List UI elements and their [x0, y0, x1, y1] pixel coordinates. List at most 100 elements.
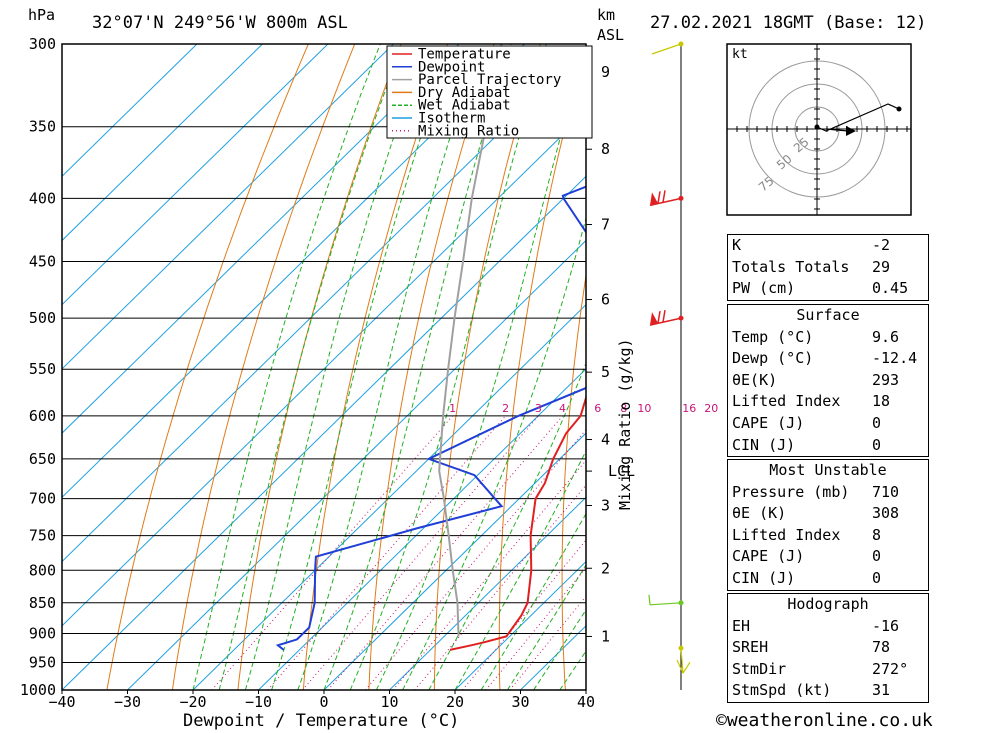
x-tick-label: 20	[446, 693, 464, 711]
table-row: Totals Totals 29	[732, 257, 891, 276]
isotherm-line	[127, 239, 586, 690]
table-row: SREH 78	[732, 638, 891, 657]
table-row: θE (K) 308	[732, 504, 900, 523]
wind-barb	[648, 594, 684, 606]
wet-adiabat-line	[428, 361, 586, 690]
table-row: K -2	[732, 236, 891, 254]
km-tick-label: 4	[601, 431, 610, 449]
isotherm-line	[62, 44, 394, 370]
pressure-tick-label: 400	[29, 189, 56, 207]
storm-motion-arrow	[846, 126, 856, 136]
legend-box	[386, 45, 593, 139]
isotherm-line	[389, 496, 586, 690]
surface-title: Surface	[796, 306, 860, 324]
table-row: CIN (J) 0	[732, 568, 882, 587]
temperature-profile	[449, 393, 586, 651]
km-tick-label: 7	[601, 216, 610, 234]
table-row: CAPE (J) 0	[732, 547, 882, 566]
isotherm-line	[454, 560, 586, 690]
wet-adiabat-line	[454, 449, 586, 690]
km-tick-label: 3	[601, 496, 610, 514]
isotherm-line	[62, 44, 198, 177]
x-tick-label: −10	[245, 693, 272, 711]
isotherm-line	[62, 44, 263, 242]
mixing-ratio-label: 6	[594, 402, 601, 415]
km-tick-label: 9	[601, 63, 610, 81]
svg-text:Temperature: Temperature	[418, 47, 511, 63]
x-tick-label: −30	[114, 693, 141, 711]
km-tick-label: 8	[601, 140, 610, 158]
asl-label: ASL	[597, 26, 624, 44]
table-row: CAPE (J) 0	[732, 413, 882, 432]
wind-barb	[651, 41, 684, 55]
svg-text:Wet Adiabat: Wet Adiabat	[418, 98, 511, 114]
hpa-label: hPa	[28, 6, 55, 24]
mixing-ratio-line	[414, 484, 586, 690]
mixing-ratio-label: 16	[682, 402, 696, 415]
x-tick-label: −20	[179, 693, 206, 711]
pressure-tick-label: 900	[29, 624, 56, 642]
table-row: StmSpd (kt) 31	[732, 681, 891, 700]
x-tick-label: 40	[577, 693, 595, 711]
x-axis-label: Dewpoint / Temperature (°C)	[183, 711, 459, 731]
dewpoint-profile	[275, 185, 586, 651]
isotherm-line	[62, 175, 586, 690]
hodograph-unit-label: kt	[732, 47, 748, 62]
mixing-ratio-line	[302, 415, 539, 690]
isotherm-line	[62, 44, 525, 499]
table-row: Lifted Index 8	[732, 525, 882, 544]
table-row: Dewp (°C) -12.4	[732, 349, 918, 368]
pressure-tick-label: 350	[29, 118, 56, 136]
lcl-label: LCL	[608, 462, 635, 480]
most-unstable-table: Most Unstable Pressure (mb) 710 θE (K) 308…	[727, 459, 929, 591]
x-tick-label: 10	[380, 693, 398, 711]
mixing-ratio-label: 10	[637, 402, 651, 415]
svg-text:Dry Adiabat: Dry Adiabat	[418, 85, 511, 101]
pressure-tick-label: 850	[29, 594, 56, 612]
legend-item: Temperature	[392, 47, 511, 63]
pressure-tick-label: 450	[29, 253, 56, 271]
pressure-tick-label: 600	[29, 407, 56, 425]
indices-table: K -2 Totals Totals 29 PW (cm) 0.45	[727, 234, 929, 301]
svg-text:Parcel Trajectory: Parcel Trajectory	[418, 72, 561, 88]
legend-item: Parcel Trajectory	[392, 72, 561, 88]
isotherm-line	[62, 44, 329, 306]
km-tick-label: 1	[601, 627, 610, 645]
wet-adiabat-line	[244, 44, 427, 690]
table-row: StmDir 272°	[732, 659, 909, 678]
plot-frame	[61, 43, 587, 691]
km-tick-label: 2	[601, 559, 610, 577]
pressure-tick-label: 950	[29, 653, 56, 671]
wet-adiabat-line	[402, 216, 586, 690]
hodograph-title: Hodograph	[787, 595, 869, 613]
copyright: ©weatheronline.co.uk	[716, 710, 933, 731]
km-tick-label: 5	[601, 363, 610, 381]
mixing-ratio-line	[485, 566, 586, 690]
legend-item: Mixing Ratio	[392, 123, 519, 139]
datetime-title: 27.02.2021 18GMT (Base: 12)	[650, 13, 926, 33]
pressure-tick-label: 750	[29, 527, 56, 545]
mixing-ratio-line	[267, 415, 506, 690]
mixing-ratio-label: 3	[535, 402, 542, 415]
dry-adiabat-line	[106, 44, 309, 690]
table-row: Temp (°C) 9.6	[732, 327, 900, 346]
pressure-tick-label: 700	[29, 490, 56, 508]
table-row: CIN (J) 0	[732, 435, 882, 454]
isotherm-line	[258, 368, 586, 690]
x-tick-label: −40	[48, 693, 75, 711]
legend-item: Wet Adiabat	[392, 98, 511, 114]
wet-adiabat-line	[218, 44, 404, 690]
x-tick-label: 30	[511, 693, 529, 711]
hodograph-point	[896, 106, 902, 112]
hodograph-table: Hodograph EH -16 SREH 78 StmDir 272° StmSpd…	[727, 593, 929, 703]
mixing-ratio-label: 8	[620, 402, 627, 415]
dry-adiabat-line	[682, 44, 726, 690]
legend-item: Isotherm	[392, 111, 485, 127]
legend-item: Dewpoint	[392, 59, 485, 75]
wind-barb	[649, 309, 684, 326]
svg-text:Dewpoint: Dewpoint	[418, 59, 485, 75]
wind-barb	[676, 645, 691, 674]
wind-barb	[649, 190, 684, 207]
km-label: km	[597, 6, 615, 24]
table-row: θE(K) 293	[732, 370, 900, 389]
